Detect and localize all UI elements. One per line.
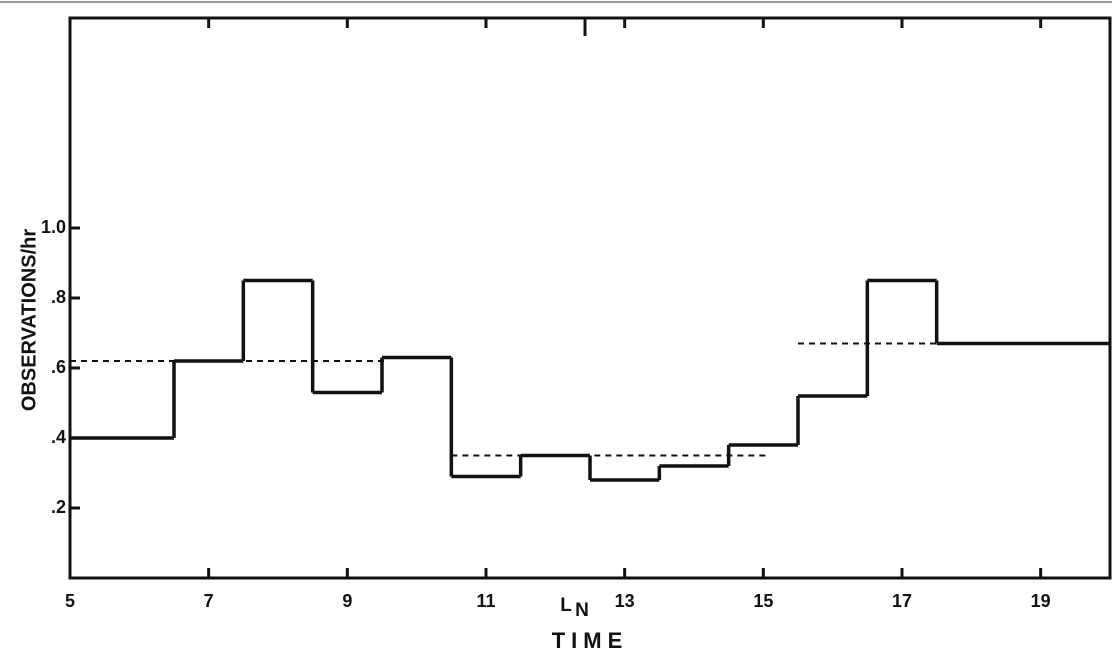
x-tick-label: 17 (892, 591, 912, 611)
x-tick-label: 11 (476, 591, 495, 611)
x-tick-label: 13 (615, 591, 635, 611)
x-axis-title: TIME (552, 628, 629, 653)
x-tick-label: 5 (65, 591, 75, 611)
annotation: L (560, 595, 572, 616)
x-tick-label: 15 (753, 591, 773, 611)
y-tick-label: .8 (51, 287, 66, 307)
plot-frame (68, 16, 1112, 580)
y-tick-label: .2 (51, 497, 66, 517)
x-tick-label: 7 (204, 591, 214, 611)
y-tick-label: .4 (51, 427, 66, 447)
y-tick-label: .6 (51, 357, 66, 377)
annotation: N (575, 600, 589, 621)
y-axis-title: OBSERVATIONS/hr (18, 229, 40, 411)
y-tick-label: 1.0 (41, 217, 66, 237)
x-tick-label: 19 (1031, 591, 1051, 611)
x-tick-label: 9 (342, 591, 352, 611)
